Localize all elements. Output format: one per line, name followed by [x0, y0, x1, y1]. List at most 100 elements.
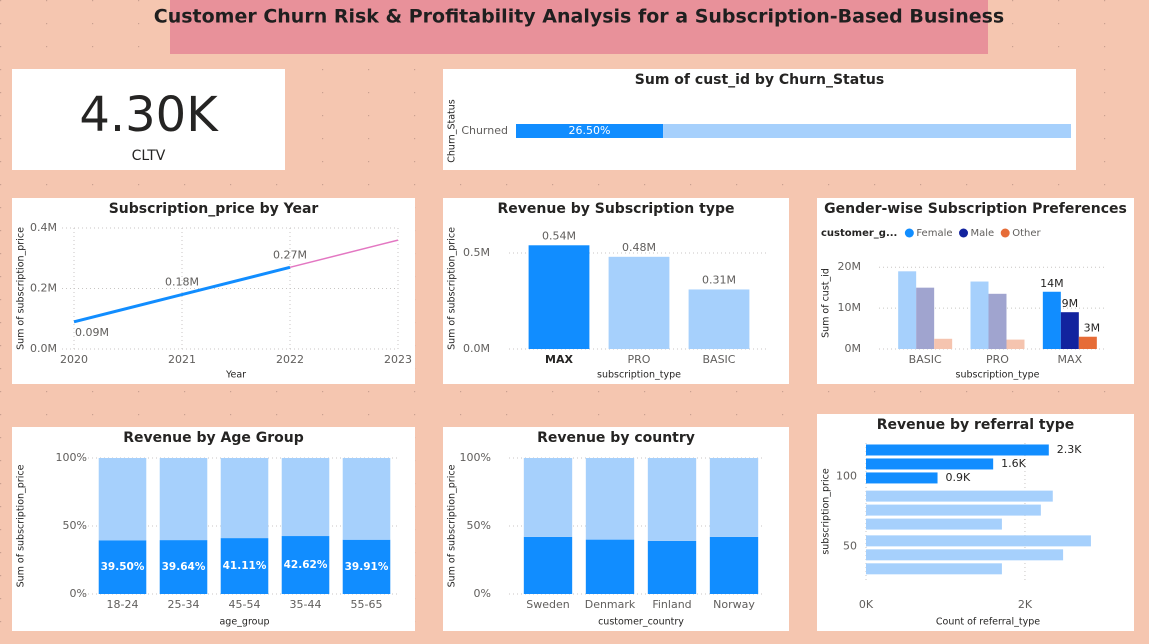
y-tick-label: 100% [460, 451, 491, 464]
kpi-label: CLTV [132, 148, 166, 164]
bar-segment[interactable] [342, 539, 391, 594]
y-tick-label: 50% [467, 519, 491, 532]
legend-label[interactable]: Male [971, 228, 995, 239]
bar[interactable] [1078, 336, 1097, 349]
y-axis-label: Sum of subscription_price [447, 464, 458, 587]
data-label: 39.64% [162, 561, 206, 573]
bar[interactable] [898, 271, 917, 349]
data-label: 0.09M [75, 326, 109, 339]
data-label: 0.9K [946, 471, 971, 484]
y-axis-label: Sum of cust_id [821, 268, 832, 338]
y-tick-label: 20M [838, 260, 862, 273]
bar-segment[interactable] [585, 539, 635, 594]
bar-segment[interactable] [220, 538, 269, 594]
y-tick-label: 0M [845, 342, 862, 355]
bar-segment [663, 124, 1071, 138]
bar-segment[interactable] [709, 458, 759, 537]
y-tick-label: 0% [474, 587, 491, 600]
bar[interactable] [988, 293, 1007, 349]
y-tick-label: 0.0M [30, 342, 57, 355]
bar[interactable] [970, 281, 989, 349]
bar-segment[interactable] [709, 536, 759, 594]
bar-segment[interactable] [159, 458, 208, 541]
data-label: 0.31M [702, 273, 736, 286]
x-tick-label: Finland [652, 598, 691, 611]
bar-segment[interactable] [98, 540, 147, 594]
bar[interactable] [866, 472, 938, 484]
bar[interactable] [866, 444, 1049, 456]
data-label: 42.62% [284, 559, 328, 571]
x-tick-label: MAX [1058, 353, 1083, 366]
bar-segment[interactable] [585, 458, 635, 540]
data-label: 39.50% [101, 561, 145, 573]
chart-title: Gender-wise Subscription Preferences [824, 201, 1127, 217]
bar-segment[interactable] [342, 458, 391, 540]
bar-segment[interactable] [523, 536, 573, 594]
bar-segment[interactable] [647, 540, 697, 594]
bar[interactable] [866, 535, 1091, 547]
x-tick-label: 2K [1018, 598, 1033, 611]
bar[interactable] [528, 245, 590, 349]
y-tick-label: 0.0M [463, 342, 490, 355]
x-tick-label: 18-24 [107, 598, 139, 611]
title-banner [170, 0, 988, 54]
bar-segment[interactable] [220, 458, 269, 539]
chart-title: Revenue by country [537, 430, 695, 446]
data-label: 41.11% [223, 560, 267, 572]
data-label: 0.18M [165, 276, 199, 289]
x-axis-label: subscription_type [956, 370, 1040, 381]
bar-segment[interactable] [159, 540, 208, 594]
bar-segment[interactable] [281, 536, 330, 594]
y-tick-label: 0.2M [30, 282, 57, 295]
category-label: Churned [461, 124, 508, 137]
bar[interactable] [1060, 312, 1079, 349]
x-tick-label: PRO [628, 353, 651, 366]
y-tick-label: 50% [63, 519, 87, 532]
bar[interactable] [934, 338, 953, 349]
y-axis-label: Churn_Status [447, 99, 458, 163]
bar[interactable] [866, 518, 1002, 530]
x-tick-label: 0K [859, 598, 874, 611]
bar-segment[interactable] [281, 458, 330, 537]
bar[interactable] [866, 504, 1041, 516]
chart-title: Subscription_price by Year [109, 201, 319, 217]
bar-segment[interactable] [98, 458, 147, 541]
chart-title: Revenue by referral type [877, 417, 1074, 433]
data-label: 0.54M [542, 229, 576, 242]
bar[interactable] [866, 458, 994, 470]
x-tick-label: 2021 [168, 353, 196, 366]
x-tick-label: 45-54 [229, 598, 261, 611]
y-tick-label: 0% [70, 587, 87, 600]
data-label: 14M [1040, 277, 1064, 290]
x-tick-label: 35-44 [290, 598, 322, 611]
legend-label[interactable]: Other [1012, 228, 1041, 239]
x-tick-label: PRO [986, 353, 1009, 366]
bar-segment[interactable] [523, 458, 573, 537]
bar-segment[interactable] [647, 458, 697, 541]
bar[interactable] [866, 549, 1064, 561]
x-axis-label: customer_country [598, 617, 684, 628]
data-label: 1.6K [1001, 457, 1026, 470]
bar[interactable] [608, 256, 670, 349]
bar[interactable] [916, 287, 935, 349]
bar[interactable] [866, 490, 1053, 502]
chart-title: Revenue by Age Group [123, 430, 303, 446]
x-tick-label: Denmark [585, 598, 636, 611]
x-axis-label: subscription_type [597, 370, 681, 381]
bar[interactable] [866, 563, 1002, 575]
bar[interactable] [1006, 339, 1025, 349]
y-tick-label: 0.5M [463, 246, 490, 259]
y-axis-label: Sum of subscription_price [16, 227, 27, 350]
line [73, 265, 291, 324]
x-tick-label: 25-34 [168, 598, 200, 611]
panel [12, 69, 285, 170]
y-tick-label: 100 [836, 470, 857, 483]
x-tick-label: BASIC [703, 353, 736, 366]
legend-label[interactable]: Female [916, 228, 952, 239]
bar[interactable] [688, 289, 750, 349]
x-tick-label: MAX [545, 353, 573, 366]
y-tick-label: 0.4M [30, 221, 57, 234]
legend-marker [1000, 228, 1010, 238]
chart-title: Sum of cust_id by Churn_Status [635, 72, 884, 88]
bar[interactable] [1042, 291, 1061, 349]
